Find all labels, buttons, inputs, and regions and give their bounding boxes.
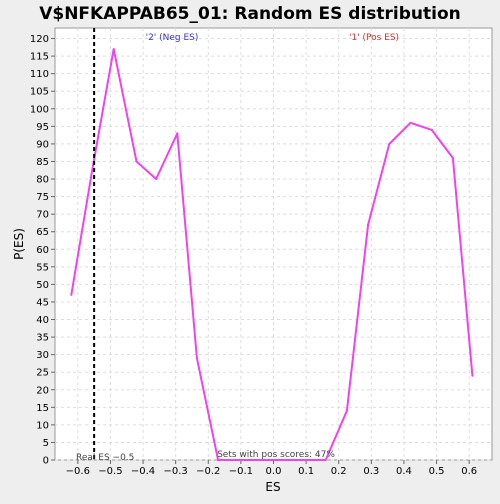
y-tick-label: 55 [36,262,49,273]
y-tick-label: 25 [36,368,49,379]
data-point [239,459,242,461]
y-axis-ticks: 0 5 10 15 20 25 30 35 40 45 50 55 60 65 70 75 80 85 90 95 10… [30,34,55,467]
x-tick-label: 0.4 [396,466,412,477]
y-tick-label: 90 [36,139,49,150]
data-point [367,223,370,226]
neg-es-label: '2' (Neg ES) [146,33,199,43]
data-point [451,156,454,159]
data-point [272,459,275,461]
data-point [471,374,474,377]
data-point [135,160,138,163]
x-axis-ticks: −0.6 −0.5 −0.4 −0.3 −0.2 −0.1 0.0 0.1 0.2 0.3 0.4 0… [66,460,477,477]
y-tick-label: 50 [36,280,49,291]
y-tick-label: 20 [36,385,49,396]
x-tick-label: 0.5 [429,466,445,477]
y-tick-label: 60 [36,245,49,256]
y-tick-label: 65 [36,227,49,238]
data-point [388,142,391,145]
chart-title: V$NFKAPPAB65_01: Random ES distribution [39,4,461,24]
data-point [195,357,198,360]
y-tick-label: 75 [36,192,49,203]
data-point [217,459,220,461]
y-tick-label: 35 [36,333,49,344]
data-point [155,178,158,181]
y-tick-label: 105 [30,87,49,98]
data-point [112,48,115,51]
series-group [70,48,474,461]
x-tick-label: 0.2 [331,466,347,477]
pos-es-label: '1' (Pos ES) [349,33,399,43]
y-tick-label: 0 [43,456,49,467]
x-tick-label: −0.4 [131,466,155,477]
grid-lines [55,28,492,461]
x-tick-label: 0.1 [298,466,314,477]
data-point [430,128,433,131]
y-tick-label: 40 [36,315,49,326]
y-tick-label: 120 [30,34,49,45]
y-tick-label: 85 [36,157,49,168]
data-point [324,459,327,461]
data-point [176,132,179,135]
data-point [345,409,348,412]
data-point [409,121,412,124]
x-tick-label: −0.5 [98,466,122,477]
y-axis-label: P(ES) [12,228,26,260]
y-tick-label: 80 [36,175,49,186]
y-tick-label: 30 [36,350,49,361]
data-point [70,293,73,296]
x-tick-label: −0.2 [196,466,220,477]
y-tick-label: 45 [36,297,49,308]
y-tick-label: 110 [30,69,49,80]
x-tick-label: −0.6 [66,466,90,477]
x-tick-label: −0.1 [229,466,253,477]
x-tick-label: −0.3 [164,466,188,477]
series-line [70,48,474,461]
y-tick-label: 95 [36,122,49,133]
y-tick-label: 70 [36,210,49,221]
pos-scores-annotation: Sets with pos scores: 47% [217,450,335,460]
y-tick-label: 100 [30,104,49,115]
x-tick-label: 0.6 [461,466,477,477]
y-tick-label: 15 [36,403,49,414]
x-tick-label: 0.3 [363,466,379,477]
y-tick-label: 115 [30,52,49,63]
y-tick-label: 10 [36,420,49,431]
x-tick-label: 0.0 [266,466,282,477]
y-tick-label: 5 [43,438,49,449]
real-es-label: Real ES −0.5 [76,453,134,463]
x-axis-label: ES [265,480,280,494]
data-point [91,167,94,170]
